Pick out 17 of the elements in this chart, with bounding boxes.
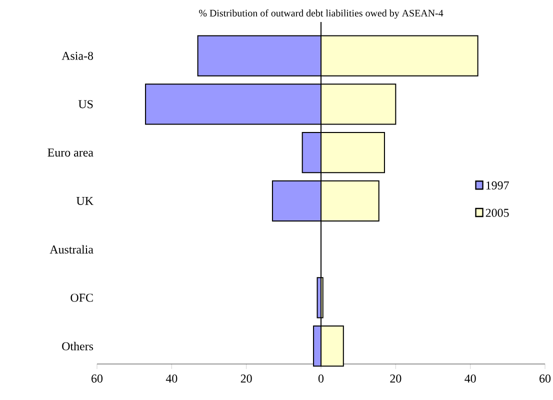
x-tick-label: 60 [92,374,103,383]
x-tick-label: 20 [390,374,402,383]
y-tick-label: Asia-8 [62,52,94,60]
x-tick-label: 40 [166,374,178,383]
y-tick-label: Australia [50,245,94,254]
x-tick-label: 60 [540,374,551,383]
y-tick-label: US [78,100,93,108]
y-tick-label: OFC [70,294,93,302]
y-tick-label: Others [62,342,94,350]
legend-label: 1997 [486,181,509,190]
x-tick-label: 40 [464,374,476,383]
x-tick-label: 20 [240,374,252,383]
chart-title: % Distribution of outward debt liabilities owed by ASEAN-4 [199,9,444,19]
y-tick-label: Euro area [48,148,94,157]
y-tick-label: UK [76,197,94,205]
legend-label: 2005 [486,208,509,217]
x-tick-label: 0 [318,374,324,383]
